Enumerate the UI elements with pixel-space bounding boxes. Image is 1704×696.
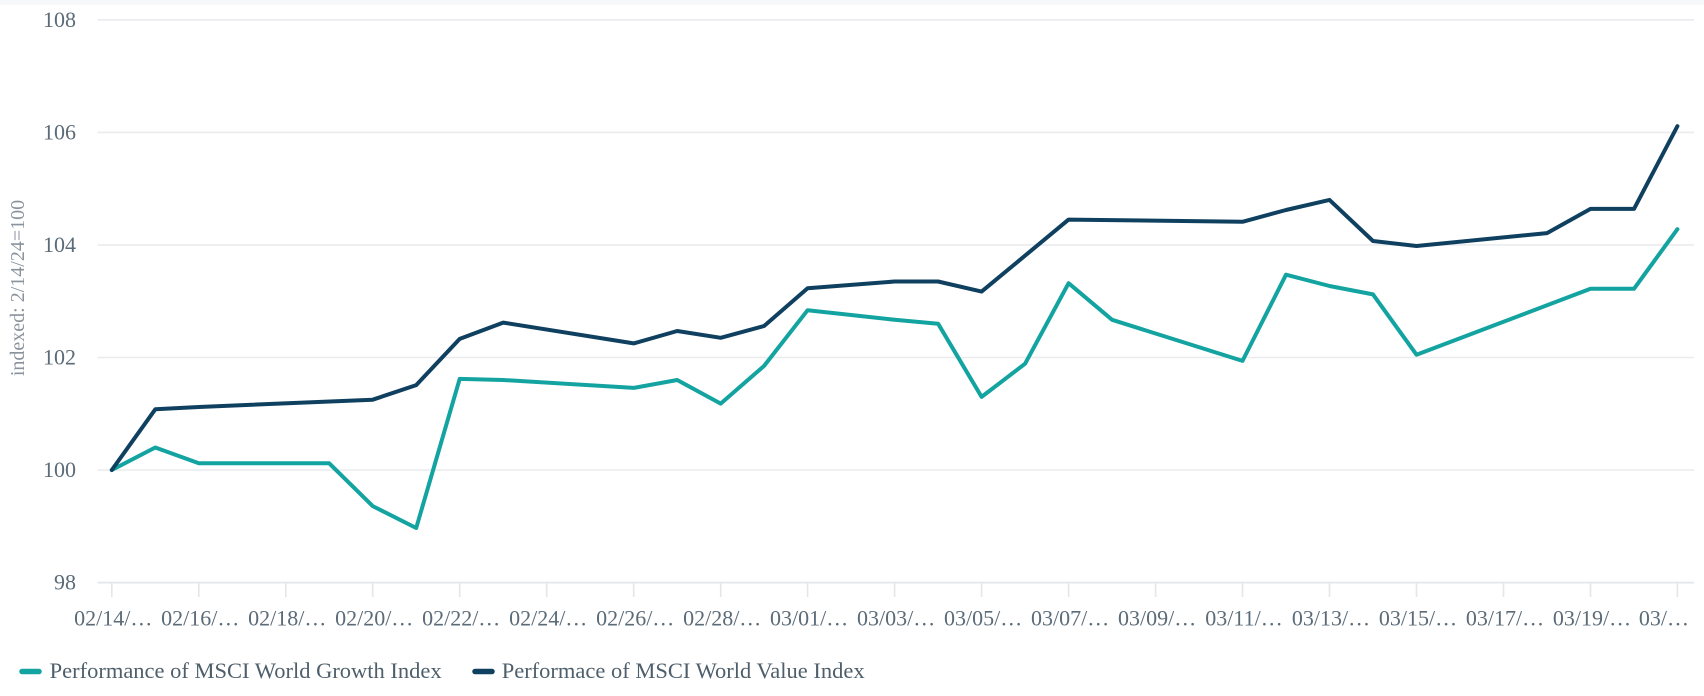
svg-text:Performace of MSCI World Value: Performace of MSCI World Value Index	[502, 658, 865, 683]
svg-text:03/05/…: 03/05/…	[944, 606, 1022, 631]
svg-text:03/13/…: 03/13/…	[1292, 606, 1370, 631]
svg-text:02/28/…: 02/28/…	[683, 606, 761, 631]
svg-text:104: 104	[43, 232, 76, 257]
svg-text:102: 102	[43, 345, 76, 370]
svg-text:03/03/…: 03/03/…	[857, 606, 935, 631]
svg-text:indexed: 2/14/24=100: indexed: 2/14/24=100	[7, 200, 29, 376]
svg-text:Performance of MSCI World Grow: Performance of MSCI World Growth Index	[50, 658, 442, 683]
svg-text:02/16/…: 02/16/…	[161, 606, 239, 631]
svg-text:02/18/…: 02/18/…	[248, 606, 326, 631]
svg-text:02/20/…: 02/20/…	[335, 606, 413, 631]
svg-text:98: 98	[54, 570, 76, 595]
svg-text:106: 106	[43, 119, 76, 144]
svg-text:02/24/…: 02/24/…	[509, 606, 587, 631]
svg-text:03/07/…: 03/07/…	[1031, 606, 1109, 631]
svg-text:108: 108	[43, 7, 76, 32]
svg-text:02/26/…: 02/26/…	[596, 606, 674, 631]
svg-text:03/15/…: 03/15/…	[1379, 606, 1457, 631]
svg-text:03/01/…: 03/01/…	[770, 606, 848, 631]
svg-text:03/09/…: 03/09/…	[1118, 606, 1196, 631]
svg-text:03/19/…: 03/19/…	[1553, 606, 1631, 631]
svg-text:02/14/…: 02/14/…	[74, 606, 152, 631]
svg-text:100: 100	[43, 457, 76, 482]
svg-text:03/11/…: 03/11/…	[1205, 606, 1282, 631]
svg-text:03/17/…: 03/17/…	[1466, 606, 1544, 631]
svg-text:03/…: 03/…	[1639, 606, 1689, 631]
svg-text:02/22/…: 02/22/…	[422, 606, 500, 631]
